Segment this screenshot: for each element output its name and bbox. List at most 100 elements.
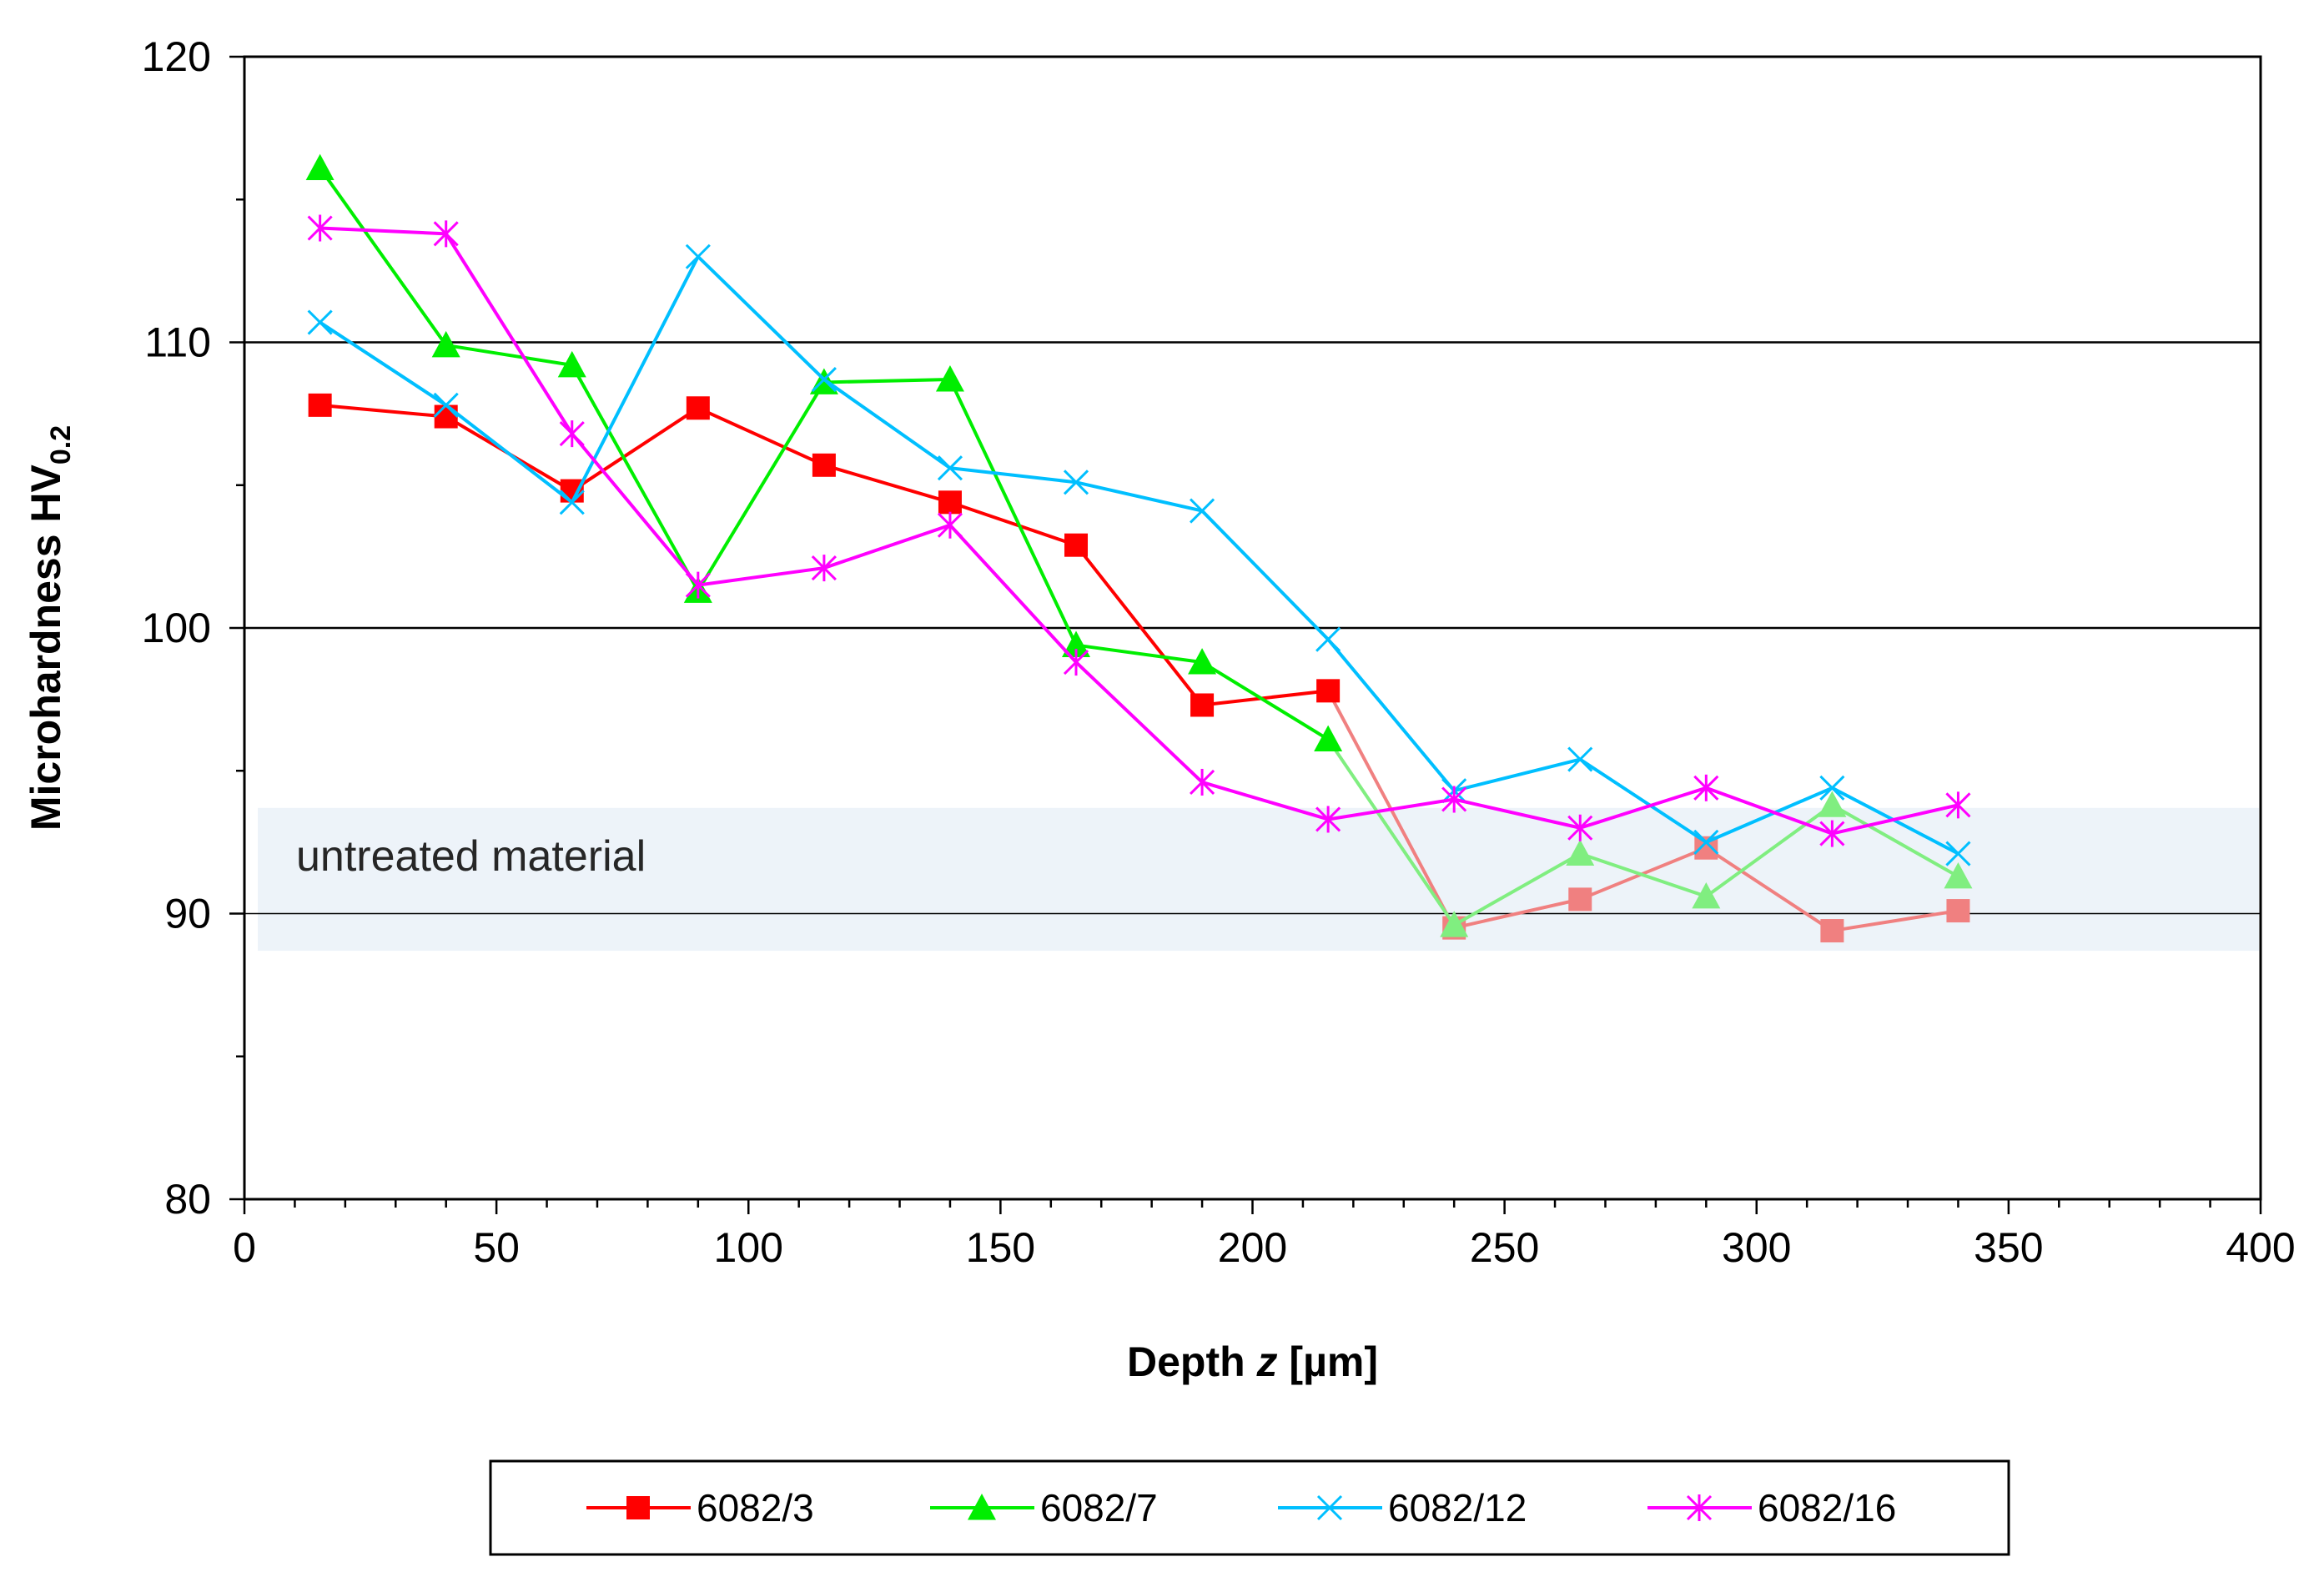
series-line-segment	[949, 466, 1077, 485]
data-point	[1820, 919, 1844, 943]
untreated-material-band	[258, 807, 2259, 952]
series-line-segment	[1326, 638, 1456, 792]
data-point	[308, 393, 332, 417]
y-axis-title-main: Microhardness HV	[23, 464, 69, 831]
series-line-segment	[319, 320, 447, 407]
x-tick-label: 300	[1722, 1224, 1791, 1271]
marker-stroke	[1819, 775, 1845, 801]
data-point	[1190, 498, 1215, 524]
series-line-segment	[1327, 797, 1455, 821]
x-tick-label: 150	[966, 1224, 1035, 1271]
marker-stroke	[1316, 1494, 1343, 1521]
data-point	[557, 350, 586, 378]
series-line-segment	[445, 233, 574, 435]
series-line-segment	[1075, 480, 1203, 513]
series-line-segment	[1074, 660, 1204, 784]
y-tick-label: 120	[142, 33, 211, 80]
series-line-segment	[1074, 544, 1204, 706]
legend-items: 6082/3 6082/7 6082/12 6082/16	[586, 1486, 1896, 1529]
legend-marker	[968, 1494, 996, 1520]
series-line-segment	[697, 381, 826, 592]
series-line-segment	[571, 364, 700, 592]
series-6082/7	[305, 153, 1973, 937]
data-point	[1314, 725, 1343, 752]
data-point	[307, 214, 333, 242]
legend-item-6082/7: 6082/7	[930, 1486, 1158, 1529]
data-point	[434, 404, 458, 429]
data-point	[1315, 806, 1341, 833]
series-line-segment	[1831, 803, 1959, 878]
series-line-segment	[1453, 757, 1581, 793]
data-point	[937, 511, 963, 539]
series-line-segment	[1453, 797, 1581, 830]
y-axis-title-subscript: 0.2	[45, 425, 77, 465]
series-line-segment	[1579, 851, 1707, 898]
series-layer	[305, 153, 1973, 943]
series-line-segment	[1201, 781, 1329, 821]
x-tick-label: 50	[473, 1224, 520, 1271]
data-point	[307, 309, 333, 335]
series-line-segment	[319, 226, 446, 236]
series-line-segment	[823, 378, 950, 384]
series-line-segment	[571, 432, 700, 586]
data-point	[1441, 786, 1467, 813]
gridlines	[244, 341, 2261, 915]
data-point	[1818, 791, 1847, 817]
marker-stroke	[1693, 829, 1719, 855]
series-line-segment	[571, 406, 699, 493]
axis-ticks	[229, 55, 2262, 1214]
x-axis-title-unit: [µm]	[1278, 1338, 1378, 1385]
series-line-segment	[1200, 510, 1330, 641]
y-tick-label: 80	[164, 1176, 211, 1223]
series-line-segment	[948, 524, 1078, 664]
series-line-segment	[1705, 846, 1834, 932]
series-line-segment	[1326, 738, 1456, 927]
data-point	[1567, 814, 1593, 841]
data-point	[305, 153, 335, 181]
series-line-segment	[1831, 803, 1959, 836]
x-tick-label: 350	[1974, 1224, 2043, 1271]
y-tick-label: 110	[144, 319, 211, 366]
data-point	[938, 490, 962, 515]
series-line-segment	[1453, 851, 1582, 927]
data-point	[811, 366, 837, 393]
data-point	[685, 571, 711, 599]
data-point	[1064, 533, 1089, 557]
marker-stroke	[433, 392, 459, 418]
legend	[489, 1459, 2010, 1556]
series-line-segment	[1832, 909, 1959, 933]
data-point	[1440, 911, 1469, 937]
data-point	[1316, 679, 1341, 703]
data-point	[685, 244, 711, 269]
series-line-segment	[1705, 786, 1834, 844]
series-line-segment	[319, 167, 448, 347]
data-point	[811, 555, 837, 582]
marker-stroke	[811, 366, 837, 393]
series-6082/16	[307, 214, 1971, 847]
series-line-segment	[697, 566, 825, 587]
y-tick-label: 90	[164, 891, 211, 937]
y-axis-title: Microhardness HV0.2	[23, 425, 77, 831]
marker-stroke	[937, 455, 963, 481]
data-point	[1946, 899, 1970, 923]
data-point	[1819, 775, 1845, 801]
marker-stroke	[559, 490, 585, 515]
data-point	[1567, 746, 1593, 772]
series-line-segment	[1579, 786, 1707, 830]
legend-label: 6082/12	[1388, 1486, 1527, 1529]
series-line-segment	[445, 404, 573, 504]
x-tick-label: 100	[714, 1224, 783, 1271]
series-line-segment	[1453, 897, 1581, 930]
series-line-segment	[949, 500, 1077, 547]
series-line-segment	[319, 403, 446, 419]
legend-label: 6082/3	[697, 1486, 814, 1529]
series-line-segment	[1201, 660, 1330, 741]
legend-label: 6082/16	[1758, 1486, 1896, 1529]
data-point	[1693, 829, 1719, 855]
series-line-segment	[948, 379, 1078, 646]
marker-stroke	[685, 244, 711, 269]
data-point	[1190, 693, 1215, 717]
data-point	[1315, 626, 1341, 652]
series-line-segment	[822, 378, 952, 470]
